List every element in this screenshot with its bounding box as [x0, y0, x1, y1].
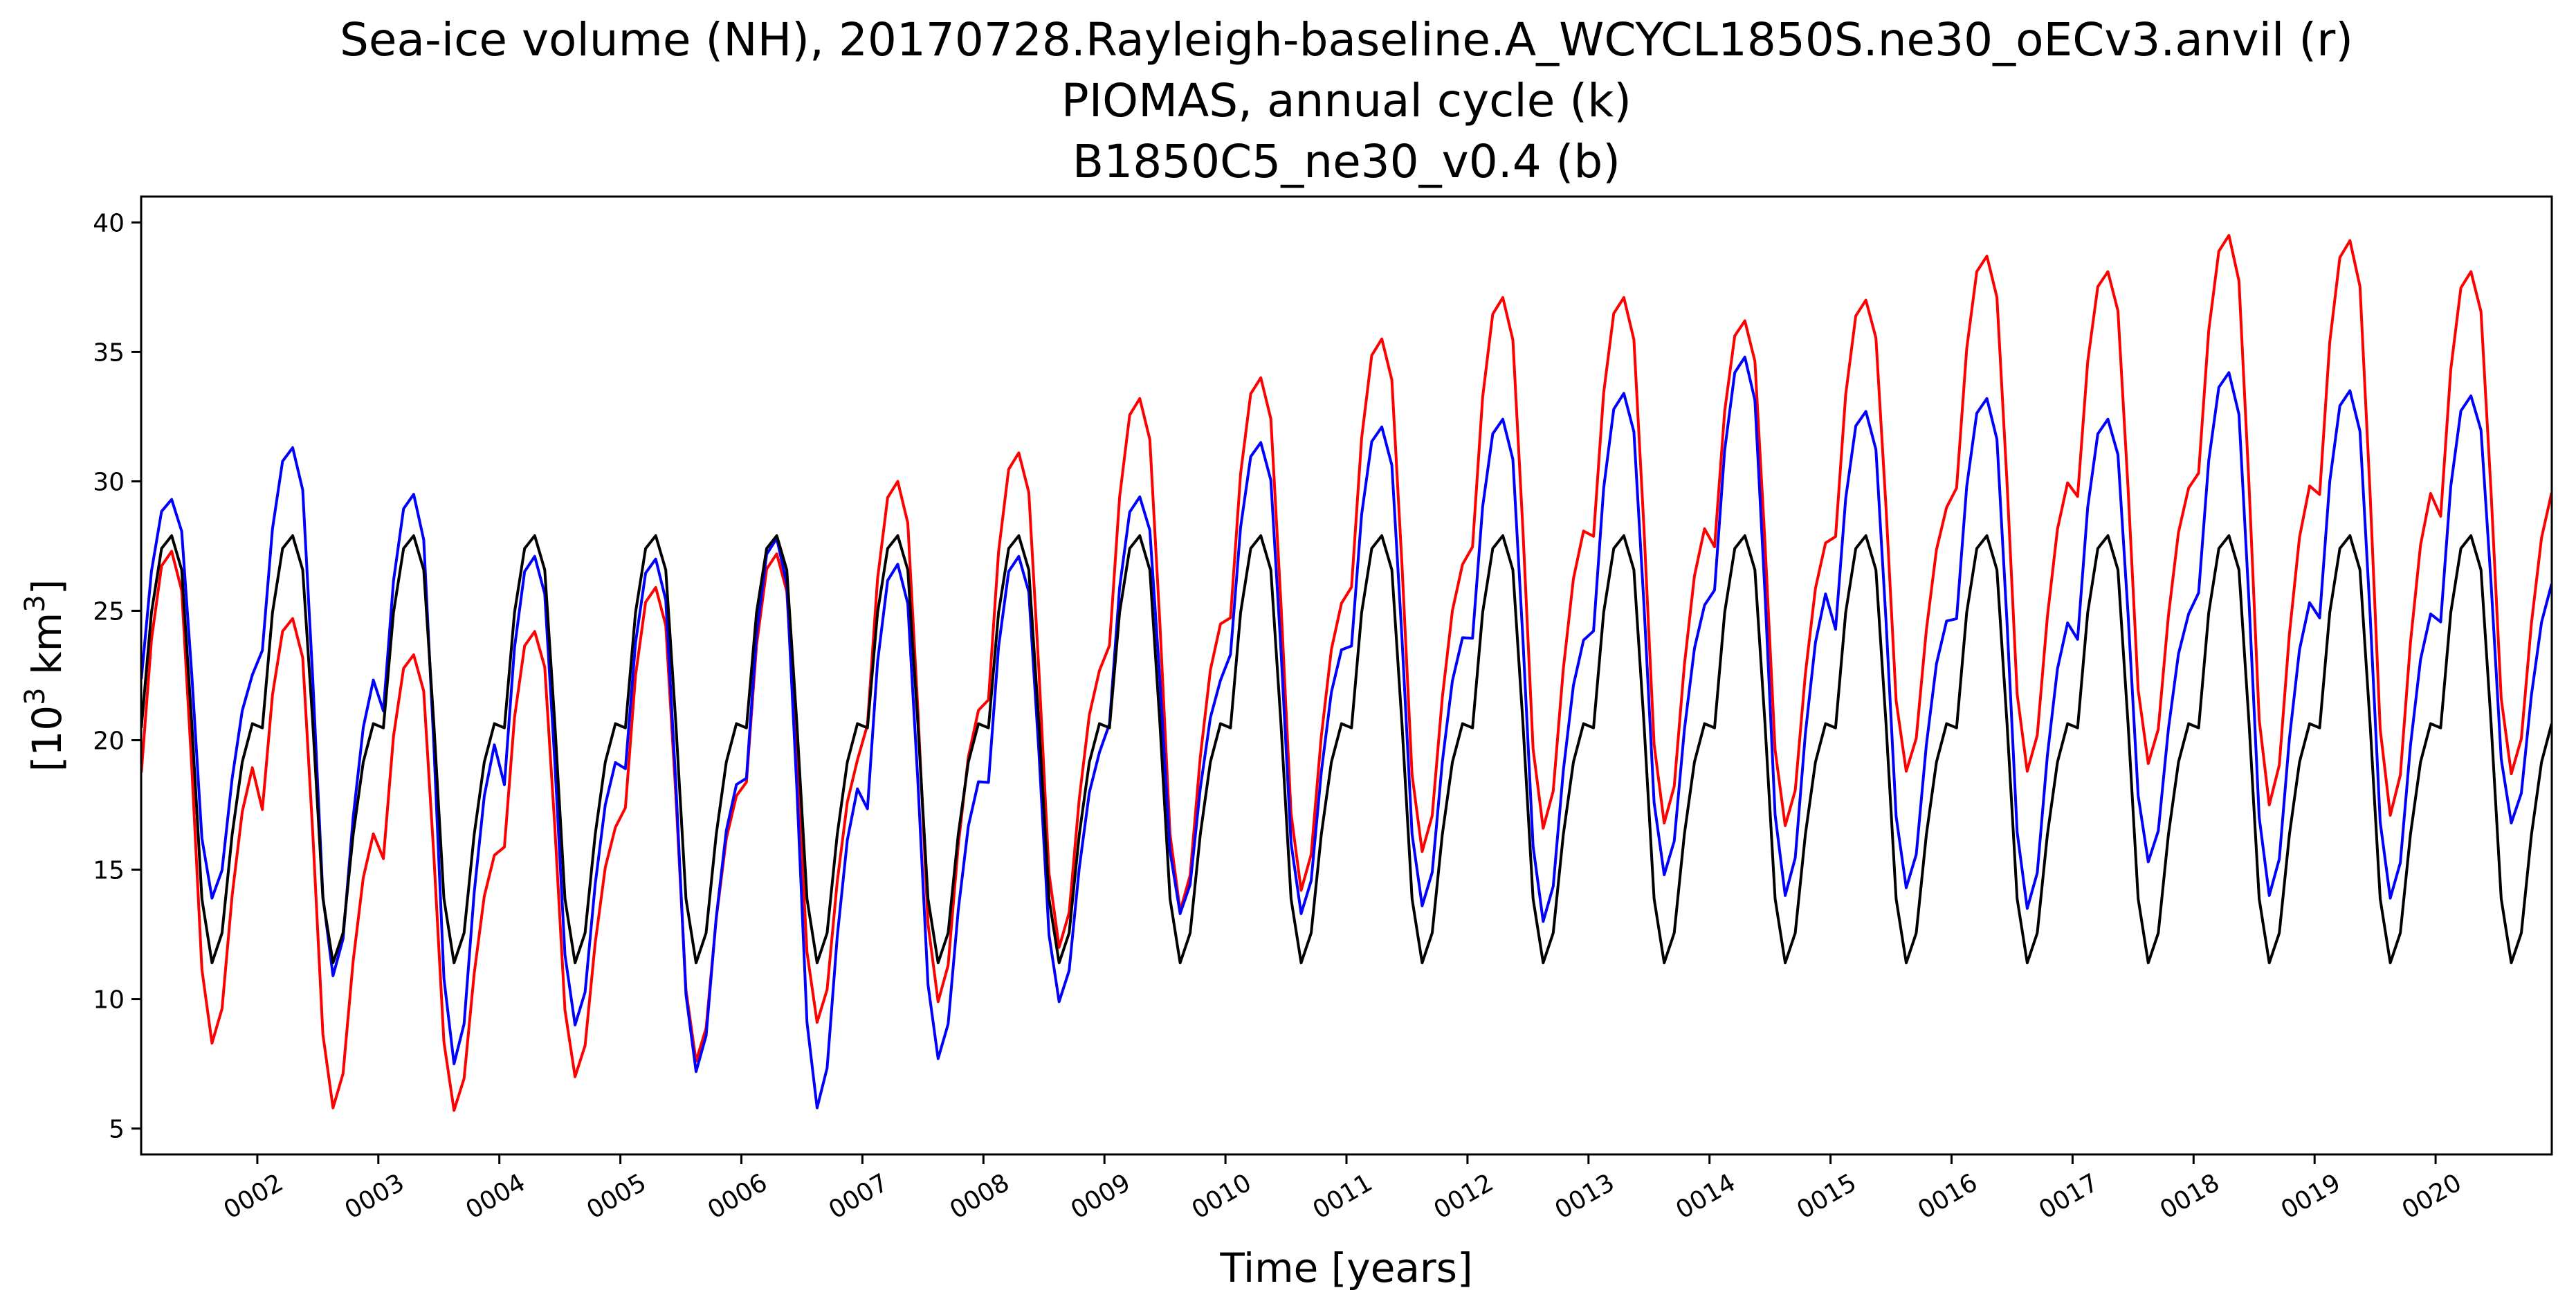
- plot-frame: [140, 195, 2553, 1156]
- y-tick-label: 35: [93, 338, 125, 367]
- x-tick-label: 0009: [1066, 1168, 1135, 1224]
- x-axis-label: Time [years]: [1219, 1244, 1472, 1291]
- x-tick-label: 0011: [1308, 1168, 1378, 1224]
- x-tick-label: 0014: [1671, 1168, 1740, 1224]
- x-tick-label: 0005: [582, 1168, 651, 1224]
- x-tick-label: 0006: [703, 1168, 772, 1224]
- y-label-pre: [10: [24, 705, 71, 772]
- x-tick-label: 0013: [1550, 1168, 1619, 1224]
- x-axis: 0002 0003 0004 0005 0006 0007 0008 0009 0010 0011…: [219, 1154, 2467, 1225]
- x-tick-label: 0019: [2276, 1168, 2346, 1224]
- series-line-1: [141, 355, 2552, 1109]
- y-axis: 5 10 15 20 25 30 35 40: [93, 209, 141, 1144]
- x-tick-label: 0010: [1187, 1168, 1257, 1224]
- x-tick-label: 0008: [945, 1168, 1014, 1224]
- y-label-post: ]: [24, 579, 71, 595]
- series-line-2: [141, 534, 2552, 965]
- x-tick-label: 0015: [1792, 1168, 1861, 1224]
- y-tick-label: 40: [93, 209, 125, 237]
- series-line-0: [141, 234, 2552, 1112]
- x-tick-label: 0020: [2397, 1168, 2467, 1224]
- x-tick-label: 0003: [340, 1168, 409, 1224]
- x-tick-label: 0004: [461, 1168, 530, 1224]
- y-axis-label: [103 km3]: [19, 579, 71, 772]
- x-tick-label: 0017: [2034, 1168, 2103, 1224]
- series-lines: [141, 234, 2552, 1112]
- x-tick-label: 0007: [824, 1168, 893, 1224]
- y-label-mid: km: [24, 613, 71, 688]
- x-tick-label: 0018: [2155, 1168, 2225, 1224]
- y-tick-label: 30: [93, 468, 125, 496]
- y-tick-label: 25: [93, 597, 125, 626]
- title-line-1: Sea-ice volume (NH), 20170728.Rayleigh-b…: [340, 13, 2353, 66]
- x-tick-label: 0002: [219, 1168, 289, 1224]
- title-line-2: PIOMAS, annual cycle (k): [1061, 74, 1632, 127]
- title-line-3: B1850C5_ne30_v0.4 (b): [1072, 135, 1620, 188]
- x-tick-label: 0016: [1913, 1168, 1982, 1224]
- y-label-sup1: 3: [19, 687, 51, 705]
- y-tick-label: 10: [93, 986, 125, 1015]
- y-tick-label: 15: [93, 857, 125, 885]
- y-tick-label: 5: [109, 1116, 125, 1144]
- chart-title: Sea-ice volume (NH), 20170728.Rayleigh-b…: [340, 13, 2353, 188]
- y-tick-label: 20: [93, 727, 125, 756]
- y-label-sup2: 3: [19, 595, 51, 612]
- x-tick-label: 0012: [1429, 1168, 1499, 1224]
